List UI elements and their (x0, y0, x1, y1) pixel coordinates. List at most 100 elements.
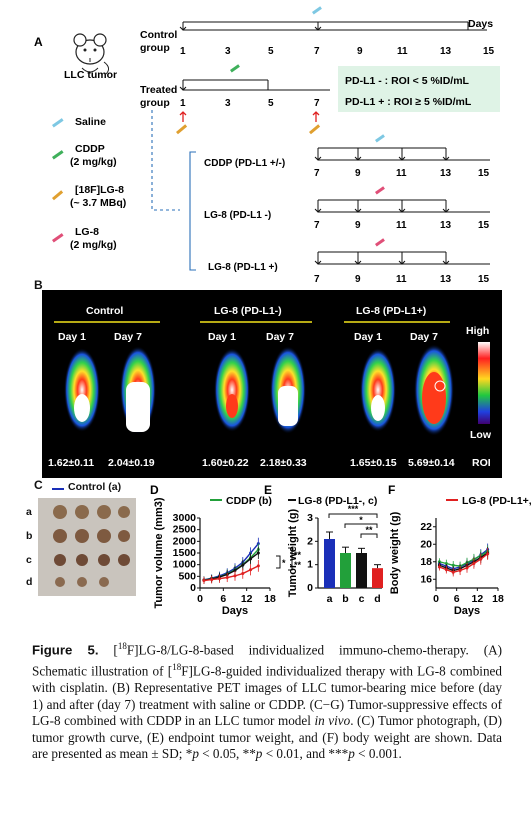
pet-image-panel: Control LG-8 (PD-L1-) LG-8 (PD-L1+) Day … (42, 290, 502, 478)
r1-t9: 9 (355, 168, 361, 179)
syringe-icon-row3 (375, 238, 385, 247)
syringe-icon-row2 (375, 186, 385, 195)
legend-saline-label: Saline (75, 116, 106, 128)
legend-lg8: LG-8 (2 mg/kg) (52, 226, 117, 251)
pet-group-neg: LG-8 (PD-L1-) (214, 305, 282, 317)
row-lg8-neg: LG-8 (PD-L1 -) 7 9 11 13 15 (204, 186, 490, 231)
treated-group-label-2: group (140, 97, 170, 109)
trt-tick-7: 7 (314, 98, 320, 109)
r3-t13: 13 (440, 274, 452, 285)
roi-value-5: 1.65±0.15 (350, 457, 397, 469)
tumor-row-d (55, 577, 109, 587)
chart-d-sig-bracket-2 (288, 547, 293, 571)
roi-value-6: 5.69±0.14 (408, 457, 455, 469)
treated-group-label: Treated (140, 84, 177, 96)
chart-d-pt-3-2 (217, 577, 221, 581)
pet-day-1b: Day 1 (208, 331, 236, 343)
pet-image-svg: Control LG-8 (PD-L1-) LG-8 (PD-L1+) Day … (48, 305, 492, 469)
panel-b-label: B (34, 278, 43, 292)
chart-d-xtick-label-0: 0 (197, 593, 203, 605)
chart-e-sig-2: * (359, 515, 363, 525)
caption-p10: < 0.01, and *** (262, 746, 349, 762)
chart-d-pt-3-0 (202, 579, 206, 583)
chart-d-xlabel: Days (222, 605, 248, 617)
ctl-tick-13: 13 (440, 46, 452, 57)
color-scale-bar (478, 342, 490, 424)
treated-timeline (179, 79, 330, 91)
chart-e-ytick-label-1: 1 (307, 559, 313, 571)
panel-f-label: F (388, 483, 395, 497)
caption-p12: < 0.001. (354, 746, 402, 762)
tumor-row-b (53, 529, 130, 543)
chart-f-pt-3-3 (458, 569, 462, 572)
chart-f-pt-3-6 (479, 557, 483, 561)
chart-d-legend-label: CDDP (b) (226, 495, 272, 507)
chart-f-pt-3-1 (444, 568, 448, 572)
chart-e-legend-label: LG-8 (PD-L1-, c) (298, 495, 377, 507)
chart-d-ytick-label-5: 2500 (173, 524, 197, 536)
ctl-tick-15: 15 (483, 46, 495, 57)
panel-e-label: E (264, 483, 272, 497)
syringe-icon-cddp-top (230, 64, 240, 73)
pet-scan-6 (414, 344, 454, 436)
chart-d-xtick-label-3: 18 (264, 593, 276, 605)
photo-row-b: b (26, 530, 33, 542)
pet-group-control: Control (86, 305, 123, 317)
pd-criteria-neg: PD-L1 - : ROI < 5 %ID/mL (345, 75, 470, 87)
chart-f-legend-label: LG-8 (PD-L1+, d) (462, 495, 531, 507)
pet-day-1a: Day 1 (58, 331, 86, 343)
chart-f-pt-1-1 (444, 562, 448, 565)
chart-d-pt-2-4 (233, 569, 237, 572)
chart-d-sig-2: ** (294, 550, 302, 560)
roi-value-1: 1.62±0.11 (48, 457, 94, 469)
row-lg8-pos: LG-8 (PD-L1 +) 7 9 11 13 15 (208, 238, 490, 285)
scale-unit: ROI (472, 457, 491, 469)
syringe-icon-saline-top (312, 6, 322, 15)
roi-value-4: 2.18±0.33 (260, 457, 307, 469)
chart-d-pt-3-3 (225, 576, 229, 579)
chart-f-xtick-label-3: 18 (492, 593, 504, 605)
chart-d-pt-2-6 (249, 557, 253, 561)
chart-e-ytick-label-2: 2 (307, 535, 313, 547)
chart-f-pt-3-0 (437, 565, 441, 569)
ctl-tick-7: 7 (314, 46, 320, 57)
pet-scan-5 (360, 348, 396, 432)
row-lg8-neg-label: LG-8 (PD-L1 -) (204, 210, 271, 221)
chart-d-pt-2-5 (241, 563, 245, 567)
ctl-tick-9: 9 (357, 46, 363, 57)
chart-d-pt-2-7 (256, 551, 260, 555)
chart-e-bar-b (340, 553, 351, 588)
caption-invivo: in vivo (314, 713, 351, 729)
chart-e-cat-d: d (374, 593, 380, 605)
chart-e-bar-a (324, 539, 335, 588)
syringe-icon-saline (52, 118, 64, 128)
caption-p-3: p (348, 746, 355, 762)
pet-scan-4 (270, 346, 306, 434)
tumor-row-a (53, 505, 130, 519)
pet-scan-1 (64, 348, 100, 432)
chart-e-ytick-label-0: 0 (307, 582, 313, 594)
chart-f-ytick-label-1: 18 (420, 556, 432, 568)
chart-e-sig-bracket-3 (360, 533, 378, 538)
ctl-tick-11: 11 (397, 46, 408, 57)
chart-e-sig-bracket-1 (328, 513, 378, 518)
legend-lg8f-label: [18F]LG-8 (75, 184, 124, 196)
chart-f-ytick-label-3: 22 (420, 521, 432, 533)
pd-criteria-pos: PD-L1 + : ROI ≥ 5 %ID/mL (345, 96, 472, 108)
chart-d-pt-3-4 (233, 574, 237, 578)
mouse-icon (73, 33, 110, 75)
pet-day-7a: Day 7 (114, 331, 142, 343)
legend-cddp-dose: (2 mg/kg) (70, 156, 117, 168)
chart-d-xtick-label-1: 6 (220, 593, 226, 605)
r3-t7: 7 (314, 274, 320, 285)
legend-lg8f: [18F]LG-8 (~ 3.7 MBq) (52, 184, 126, 209)
chart-f-pt-3-5 (472, 562, 476, 565)
tumor-photo-svg (53, 505, 130, 587)
caption-p4: F]LG-8-guided individualized therapy wit… (32, 663, 502, 729)
syringe-icon-cddp (52, 150, 64, 160)
r2-t13: 13 (440, 220, 452, 231)
legend-saline: Saline (52, 116, 106, 128)
